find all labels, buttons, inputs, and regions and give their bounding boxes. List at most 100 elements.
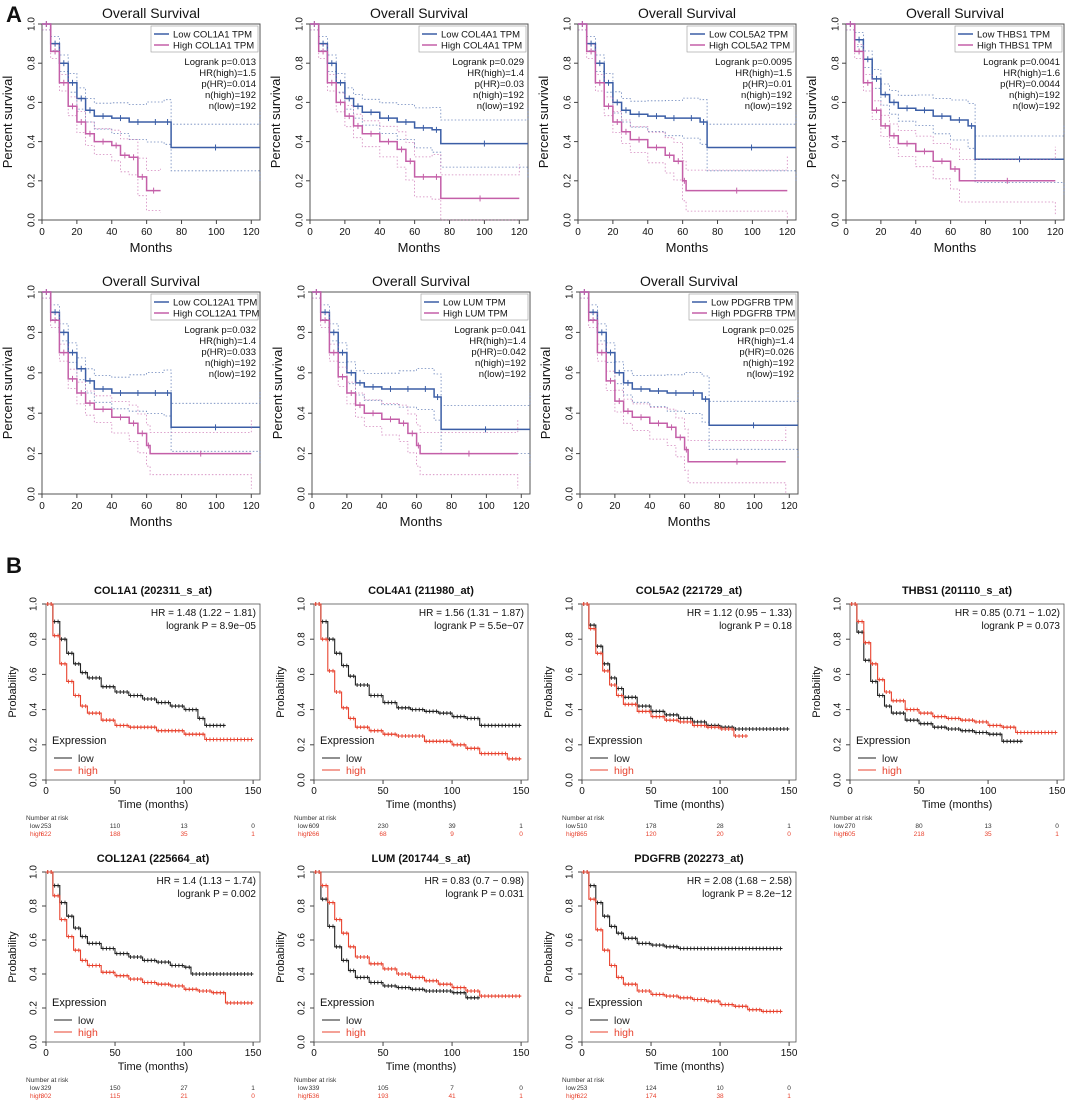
y-tick-label: 1.0	[297, 597, 308, 611]
censor-mark	[166, 960, 171, 965]
censor-mark	[104, 718, 109, 723]
censor-mark	[417, 707, 422, 712]
legend-label: High PDGFRB TPM	[711, 309, 795, 320]
censor-mark	[1029, 730, 1034, 735]
censor-mark	[121, 690, 126, 694]
stat-text: logrank P = 0.002	[178, 889, 257, 900]
censor-mark	[891, 698, 896, 703]
stat-text: n(low)=192	[745, 101, 792, 112]
censor-mark	[135, 725, 140, 730]
censor-mark	[517, 723, 522, 728]
censor-mark	[441, 982, 446, 987]
censor-mark	[214, 990, 219, 995]
plot-frame	[311, 291, 531, 495]
censor-mark	[413, 734, 418, 738]
censor-mark	[358, 975, 363, 980]
censor-mark	[455, 985, 460, 990]
ci-lower-low	[310, 29, 529, 179]
censor-mark	[358, 725, 363, 730]
censor-mark	[152, 697, 157, 702]
censor-mark	[623, 936, 628, 941]
chart-b1: COL1A1 (202311_s_at) 0.0 0.2 0.4 0.6 0.8 1.0 0 5…	[7, 585, 262, 838]
legend-box	[418, 25, 527, 53]
x-tick-label: 50	[645, 786, 657, 797]
x-tick-label: 100	[744, 227, 761, 238]
censor-mark	[973, 719, 978, 724]
censor-mark	[510, 756, 515, 761]
y-tick-label: 0.0	[27, 487, 38, 501]
censor-mark	[929, 721, 934, 726]
stat-text: HR(high)=1.5	[735, 68, 792, 79]
censor-mark	[204, 723, 209, 728]
censor-mark	[688, 995, 693, 1000]
censor-mark	[107, 946, 112, 951]
censor-mark	[619, 931, 624, 936]
censor-mark	[239, 737, 244, 742]
censor-mark	[469, 995, 474, 1000]
censor-mark	[132, 693, 137, 698]
y-tick-label: 0.4	[831, 134, 842, 148]
censor-mark	[87, 711, 92, 716]
censor-mark	[327, 668, 332, 673]
censor-mark	[362, 955, 367, 959]
censor-mark	[750, 726, 755, 731]
censor-mark	[45, 602, 50, 606]
y-tick-label: 0.4	[563, 134, 574, 148]
stat-text: n(high)=192	[743, 358, 794, 369]
censor-mark	[500, 751, 505, 756]
censor-mark	[125, 690, 130, 694]
censor-mark	[176, 983, 181, 988]
censor-mark	[393, 700, 398, 705]
censor-mark	[884, 704, 889, 709]
censor-mark	[939, 725, 944, 730]
stat-text: Logrank p=0.0041	[983, 57, 1060, 68]
censor-mark	[434, 709, 439, 714]
censor-mark	[1018, 730, 1023, 735]
censor-mark	[173, 704, 178, 709]
y-tick-label: 0.6	[297, 933, 308, 947]
risk-value: 0	[519, 1085, 523, 1092]
censor-mark	[709, 999, 714, 1004]
risk-value: 302	[41, 1093, 52, 1100]
stat-text: logrank P = 0.073	[982, 621, 1061, 632]
censor-mark	[970, 728, 975, 733]
stat-text: Logrank p=0.025	[722, 325, 794, 336]
censor-mark	[239, 1000, 244, 1005]
censor-mark	[152, 725, 157, 730]
censor-mark	[375, 961, 380, 966]
censor-mark	[386, 700, 391, 705]
censor-mark	[887, 704, 892, 709]
y-tick-label: 0.2	[297, 446, 308, 460]
stat-text: HR(high)=1.6	[1003, 68, 1060, 79]
censor-mark	[681, 719, 686, 724]
ci-lower-high	[42, 29, 161, 213]
chart-a7: Overall Survival 0.0 0.2 0.4 0.6 0.8 1.0 0 20 40 6…	[538, 273, 799, 529]
plot-frame	[309, 23, 529, 221]
legend-box	[420, 293, 529, 321]
censor-mark	[778, 1009, 783, 1014]
censor-mark	[925, 711, 930, 716]
risk-table-header: Number at risk	[294, 815, 337, 822]
censor-mark	[83, 958, 88, 963]
censor-mark	[400, 972, 405, 976]
censor-mark	[743, 1004, 748, 1009]
censor-mark	[699, 723, 704, 728]
censor-mark	[761, 946, 766, 951]
censor-mark	[671, 712, 676, 717]
censor-mark	[194, 707, 199, 712]
censor-mark	[365, 955, 370, 959]
censor-mark	[730, 946, 735, 951]
censor-mark	[121, 723, 126, 728]
censor-mark	[695, 723, 700, 728]
y-axis-label: Probability	[543, 666, 555, 718]
censor-mark	[176, 728, 181, 733]
y-axis-label: Percent survival	[270, 347, 285, 440]
censor-mark	[362, 682, 367, 687]
censor-mark	[778, 726, 783, 731]
censor-mark	[201, 989, 206, 993]
y-tick-label: 1.0	[297, 865, 308, 879]
censor-mark	[619, 686, 624, 691]
censor-mark	[856, 619, 861, 624]
censor-mark	[994, 732, 999, 737]
x-tick-label: 40	[106, 501, 118, 512]
